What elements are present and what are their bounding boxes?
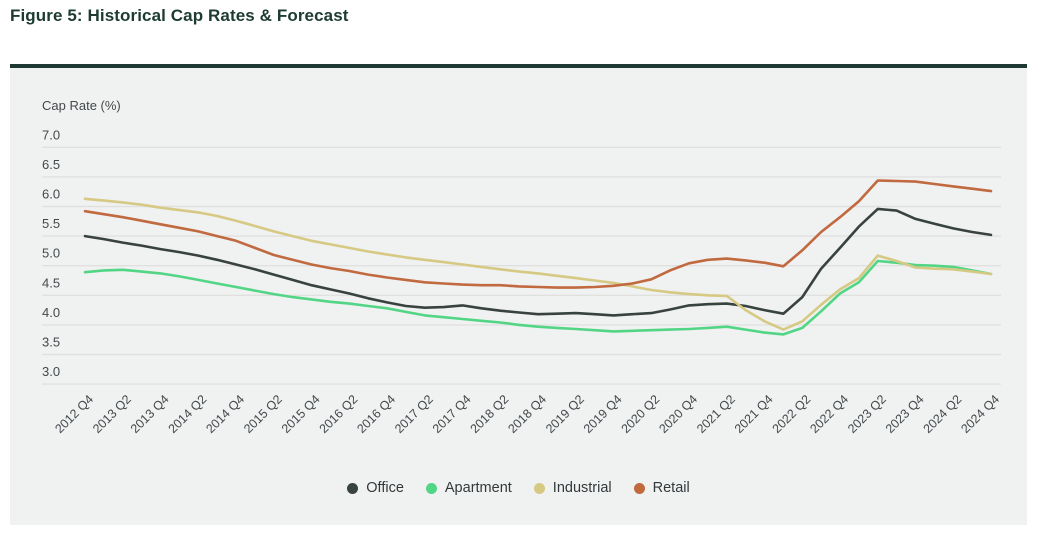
- x-tick-label: 2022 Q2: [770, 392, 814, 436]
- legend-item-retail: Retail: [633, 480, 690, 496]
- x-tick-label: 2023 Q2: [845, 392, 889, 436]
- y-tick-labels: 7.0 6.5 6.0 5.5 5.0 4.5 4.0 3.5 3.0: [42, 127, 60, 379]
- x-tick-label: 2019 Q4: [581, 392, 625, 436]
- y-tick-label: 5.0: [42, 246, 60, 261]
- x-tick-label: 2021 Q4: [732, 392, 776, 436]
- x-tick-label: 2022 Q4: [807, 392, 851, 436]
- x-tick-label: 2013 Q2: [90, 392, 134, 436]
- legend-label: Industrial: [552, 480, 612, 496]
- series-line-apartment: [83, 259, 993, 336]
- chart-panel: Cap Rate (%) 7.0 6.5 6.0 5.5 5.0 4.5 4.0 3.5 3.0…: [10, 68, 1027, 525]
- x-tick-label: 2016 Q2: [317, 392, 361, 436]
- title-rule: [10, 64, 1027, 68]
- legend-label: Apartment: [444, 480, 512, 496]
- legend-item-apartment: Apartment: [425, 480, 512, 496]
- y-tick-label: 3.0: [42, 364, 60, 379]
- series-line-office: [83, 207, 993, 317]
- series-lines: [83, 179, 993, 336]
- y-tick-label: 7.0: [42, 127, 60, 142]
- legend-item-office: Office: [347, 480, 404, 496]
- y-tick-label: 5.5: [42, 216, 60, 231]
- x-tick-label: 2014 Q2: [166, 392, 210, 436]
- x-tick-label: 2014 Q4: [203, 392, 247, 436]
- y-tick-label: 6.0: [42, 187, 60, 202]
- legend-dot-retail: [633, 482, 645, 494]
- legend-dot-apartment: [425, 482, 437, 494]
- x-tick-label: 2018 Q4: [505, 392, 549, 436]
- x-tick-label: 2024 Q2: [921, 392, 965, 436]
- chart-legend: Office Apartment Industrial Retail: [10, 480, 1027, 496]
- legend-dot-office: [347, 482, 359, 494]
- x-tick-label: 2012 Q4: [52, 392, 96, 436]
- figure-title: Figure 5: Historical Cap Rates & Forecas…: [10, 6, 349, 25]
- x-tick-label: 2013 Q4: [128, 392, 172, 436]
- legend-dot-industrial: [533, 482, 545, 494]
- y-tick-label: 6.5: [42, 157, 60, 172]
- y-tick-label: 4.5: [42, 275, 60, 290]
- x-tick-label: 2015 Q2: [241, 392, 285, 436]
- legend-item-industrial: Industrial: [533, 480, 612, 496]
- cap-rate-chart: Cap Rate (%) 7.0 6.5 6.0 5.5 5.0 4.5 4.0 3.5 3.0…: [42, 98, 1002, 436]
- x-tick-label: 2023 Q4: [883, 392, 927, 436]
- x-tick-label: 2016 Q4: [354, 392, 398, 436]
- series-line-retail: [83, 179, 993, 289]
- x-tick-label: 2021 Q2: [694, 392, 738, 436]
- x-tick-label: 2024 Q4: [958, 392, 1002, 436]
- series-line-industrial: [83, 197, 993, 331]
- x-tick-label: 2019 Q2: [543, 392, 587, 436]
- y-axis-title: Cap Rate (%): [42, 98, 121, 113]
- y-tick-label: 3.5: [42, 335, 60, 350]
- legend-label: Office: [366, 480, 404, 496]
- x-tick-label: 2017 Q4: [430, 392, 474, 436]
- x-tick-label: 2017 Q2: [392, 392, 436, 436]
- legend-label: Retail: [652, 480, 690, 496]
- y-tick-label: 4.0: [42, 305, 60, 320]
- gridlines: [42, 146, 1001, 385]
- x-tick-label: 2018 Q2: [468, 392, 512, 436]
- x-tick-label: 2015 Q4: [279, 392, 323, 436]
- x-tick-label: 2020 Q2: [619, 392, 663, 436]
- x-tick-label: 2020 Q4: [656, 392, 700, 436]
